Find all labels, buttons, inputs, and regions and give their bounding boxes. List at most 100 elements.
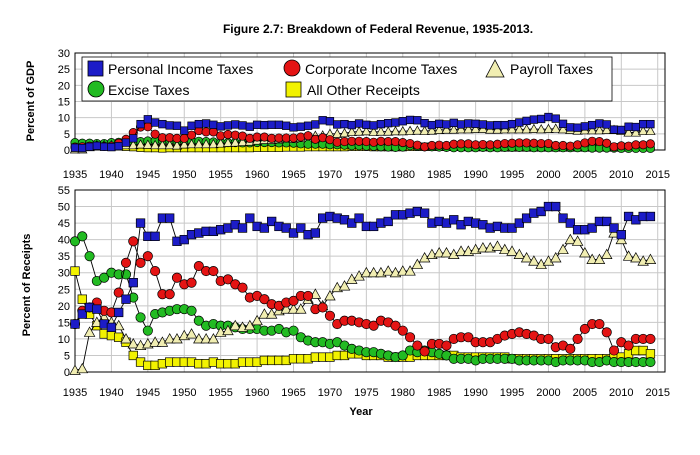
receipts-point-payroll (324, 290, 336, 301)
gdp-y-tick-label: 15 (58, 97, 70, 109)
receipts-point-payroll (411, 258, 424, 269)
gdp-point-payroll (521, 124, 532, 134)
gdp-point-personal (223, 121, 233, 130)
receipts-point-payroll (295, 303, 307, 314)
receipts-point-personal (536, 206, 546, 217)
gdp-point-personal (405, 115, 415, 125)
receipts-point-corporate (572, 333, 583, 344)
gdp-point-personal (114, 141, 123, 151)
receipts-point-personal (179, 234, 189, 245)
gdp-point-personal (551, 114, 560, 123)
gdp-point-personal (617, 125, 626, 135)
receipts-y-tick-label: 25 (58, 284, 70, 296)
receipts-point-personal (616, 230, 626, 240)
receipts-point-personal (237, 223, 248, 233)
gdp-point-payroll (171, 140, 183, 150)
red-circle-icon (283, 59, 301, 77)
receipts-point-corporate (120, 257, 132, 268)
receipts-x-tick-label: 1990 (463, 387, 487, 399)
gdp-y-ticks: 0 5 10 15 20 25 30 (58, 48, 70, 157)
gdp-point-payroll (419, 125, 430, 135)
receipts-point-corporate (543, 333, 554, 344)
legend-box (81, 56, 613, 102)
gdp-point-personal (624, 122, 633, 131)
receipts-point-payroll (287, 303, 300, 314)
receipts-point-payroll (258, 308, 271, 319)
gdp-point-personal (602, 120, 611, 129)
gdp-point-personal (311, 120, 320, 129)
receipts-x-tick-label: 1935 (63, 387, 87, 399)
gdp-point-corporate (143, 122, 153, 132)
gdp-point-personal (150, 118, 160, 127)
receipts-point-personal (135, 218, 146, 228)
receipts-x-axis-label: Year (349, 406, 373, 418)
gdp-point-personal (136, 119, 145, 129)
gdp-x-tick-label: 2005 (573, 169, 597, 181)
gdp-point-payroll (332, 128, 343, 138)
gdp-point-corporate (602, 138, 612, 148)
gdp-point-payroll (208, 138, 219, 149)
receipts-point-other (114, 332, 124, 342)
gdp-point-payroll (237, 136, 248, 146)
gdp-point-payroll (346, 126, 357, 136)
gdp-point-personal (362, 120, 371, 129)
receipts-y-tick-label: 20 (58, 301, 70, 313)
gdp-point-personal (384, 119, 393, 128)
gdp-point-personal (413, 116, 422, 125)
legend-label-other: All Other Receipts (307, 82, 420, 98)
gdp-point-personal (201, 119, 211, 128)
gdp-point-personal (391, 118, 400, 127)
gdp-point-personal (333, 120, 342, 129)
receipts-point-excise (84, 251, 95, 262)
receipts-point-excise (193, 315, 204, 326)
receipts-point-corporate (142, 251, 153, 262)
gdp-point-personal (194, 119, 203, 129)
gdp-point-personal (172, 121, 182, 130)
receipts-y-tick-label: 45 (58, 218, 70, 230)
receipts-point-corporate (259, 294, 270, 305)
legend-label-excise: Excise Taxes (108, 82, 189, 98)
receipts-point-payroll (455, 245, 467, 256)
receipts-x-tick-label: 1950 (172, 387, 196, 399)
receipts-point-payroll (193, 333, 205, 344)
receipts-point-personal (77, 309, 87, 319)
receipts-point-payroll (83, 326, 96, 337)
gdp-point-payroll (193, 138, 204, 149)
gdp-point-personal (471, 119, 480, 128)
receipts-point-corporate (419, 346, 430, 357)
gdp-point-payroll (528, 123, 540, 133)
gdp-point-personal (180, 126, 189, 135)
receipts-point-payroll (557, 243, 569, 255)
receipts-x-tick-label: 1995 (500, 387, 524, 399)
gdp-point-personal (216, 122, 225, 131)
gdp-x-tick-label: 1940 (99, 169, 123, 181)
receipts-point-payroll (127, 337, 140, 349)
receipts-y-tick-label: 50 (58, 202, 70, 214)
receipts-point-excise (77, 231, 88, 242)
gdp-point-personal (238, 121, 247, 130)
gdp-point-personal (296, 122, 305, 131)
receipts-point-payroll (477, 242, 489, 253)
gdp-point-personal (493, 120, 502, 130)
gdp-y-tick-label: 25 (58, 64, 70, 76)
yellow-square-icon (285, 81, 302, 98)
gdp-point-personal (435, 119, 444, 128)
gdp-point-personal (129, 134, 138, 143)
receipts-point-personal (106, 322, 117, 332)
receipts-y-ticks: 0 5 10 15 20 25 30 35 40 45 50 55 (58, 185, 70, 379)
receipts-y-tick-label: 0 (64, 367, 70, 379)
legend-item-corporate: Corporate Income Taxes (283, 59, 457, 77)
gdp-point-payroll (587, 124, 598, 135)
receipts-point-corporate (288, 295, 299, 306)
receipts-point-personal (587, 223, 597, 233)
legend: Personal Income Taxes Corporate Income T… (81, 56, 613, 102)
receipts-point-payroll (120, 333, 132, 344)
gdp-x-tick-label: 1990 (463, 169, 487, 181)
gdp-point-payroll (434, 124, 445, 134)
receipts-point-corporate (113, 287, 124, 298)
receipts-point-other (128, 350, 138, 361)
gdp-point-personal (631, 122, 641, 132)
gdp-point-personal (609, 125, 619, 134)
gdp-point-payroll (623, 127, 634, 137)
gdp-y-tick-label: 30 (58, 48, 70, 60)
